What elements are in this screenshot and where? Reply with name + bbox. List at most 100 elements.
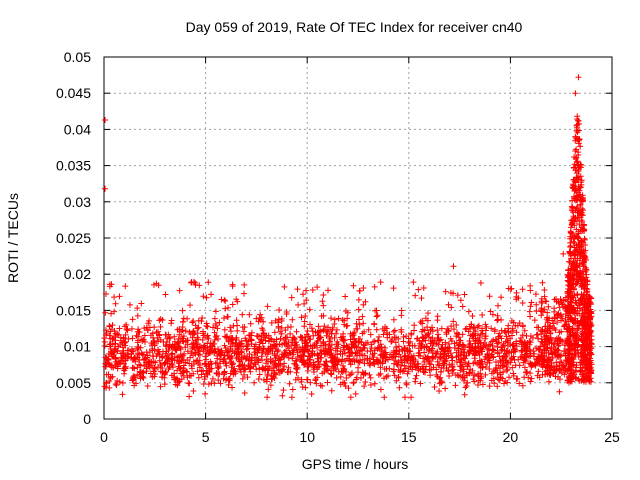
data-point	[547, 330, 554, 337]
data-point	[551, 296, 558, 303]
data-point	[327, 344, 334, 351]
data-point	[532, 291, 539, 298]
data-point	[469, 331, 476, 338]
data-point	[258, 337, 265, 344]
data-point	[448, 354, 455, 361]
data-point	[200, 344, 207, 351]
data-point	[366, 355, 373, 362]
data-point	[575, 140, 582, 147]
data-point	[449, 361, 456, 368]
data-point	[439, 341, 446, 348]
data-point	[579, 341, 586, 348]
data-point	[225, 337, 232, 344]
data-point	[344, 315, 351, 322]
data-point	[112, 345, 119, 352]
data-point	[427, 372, 434, 379]
data-point	[310, 368, 317, 375]
data-point	[411, 322, 418, 329]
data-point	[288, 294, 295, 301]
data-point	[223, 362, 230, 369]
data-point	[180, 365, 187, 372]
data-point	[516, 337, 523, 344]
data-point	[302, 287, 309, 294]
data-point	[536, 346, 543, 353]
data-point	[580, 292, 587, 299]
data-point	[162, 331, 169, 338]
data-point	[485, 341, 492, 348]
data-point	[460, 361, 467, 368]
data-point	[253, 315, 260, 322]
data-point	[571, 266, 578, 273]
data-point	[249, 355, 256, 362]
data-point	[293, 358, 300, 365]
data-point	[320, 291, 327, 298]
data-point	[175, 363, 182, 370]
data-point	[410, 279, 417, 286]
y-tick-label: 0.045	[56, 85, 91, 101]
data-point	[355, 316, 362, 323]
data-point	[302, 337, 309, 344]
data-point	[360, 341, 367, 348]
data-point	[411, 342, 418, 349]
data-point	[328, 330, 335, 337]
data-point	[543, 298, 550, 305]
data-point	[478, 346, 485, 353]
data-point	[247, 368, 254, 375]
data-point	[238, 361, 245, 368]
data-point	[503, 333, 510, 340]
data-point	[244, 374, 251, 381]
data-point	[298, 376, 305, 383]
data-point	[227, 324, 234, 331]
data-point	[193, 357, 200, 364]
data-point	[586, 295, 593, 302]
data-point	[336, 357, 343, 364]
data-point	[562, 367, 569, 374]
data-point	[557, 353, 564, 360]
data-point	[243, 346, 250, 353]
data-point	[479, 381, 486, 388]
data-point	[527, 303, 534, 310]
data-point	[299, 344, 306, 351]
data-point	[244, 342, 251, 349]
data-point	[112, 354, 119, 361]
data-point	[241, 390, 248, 397]
data-point	[319, 383, 326, 390]
data-point	[447, 350, 454, 357]
data-point	[228, 340, 235, 347]
data-point	[519, 347, 526, 354]
data-point	[192, 350, 199, 357]
data-point	[186, 360, 193, 367]
data-point	[566, 273, 573, 280]
data-point	[215, 365, 222, 372]
data-point	[383, 365, 390, 372]
data-point	[174, 377, 181, 384]
data-point	[436, 388, 443, 395]
data-point	[246, 332, 253, 339]
data-point	[168, 360, 175, 367]
data-point	[234, 327, 241, 334]
data-point	[476, 359, 483, 366]
data-point	[306, 306, 313, 313]
data-point	[467, 366, 474, 373]
data-point	[309, 328, 316, 335]
data-point	[229, 301, 236, 308]
data-point	[513, 338, 520, 345]
data-point	[486, 383, 493, 390]
data-point	[271, 338, 278, 345]
data-point	[206, 344, 213, 351]
data-point	[151, 373, 158, 380]
data-point	[212, 308, 219, 315]
data-point	[432, 350, 439, 357]
data-point	[293, 328, 300, 335]
data-point	[337, 348, 344, 355]
data-point	[328, 387, 335, 394]
data-point	[310, 362, 317, 369]
data-point	[528, 375, 535, 382]
data-point	[351, 344, 358, 351]
data-point	[244, 345, 251, 352]
data-point	[135, 328, 142, 335]
data-point	[588, 341, 595, 348]
data-point	[400, 338, 407, 345]
data-point	[573, 262, 580, 269]
data-point	[449, 367, 456, 374]
